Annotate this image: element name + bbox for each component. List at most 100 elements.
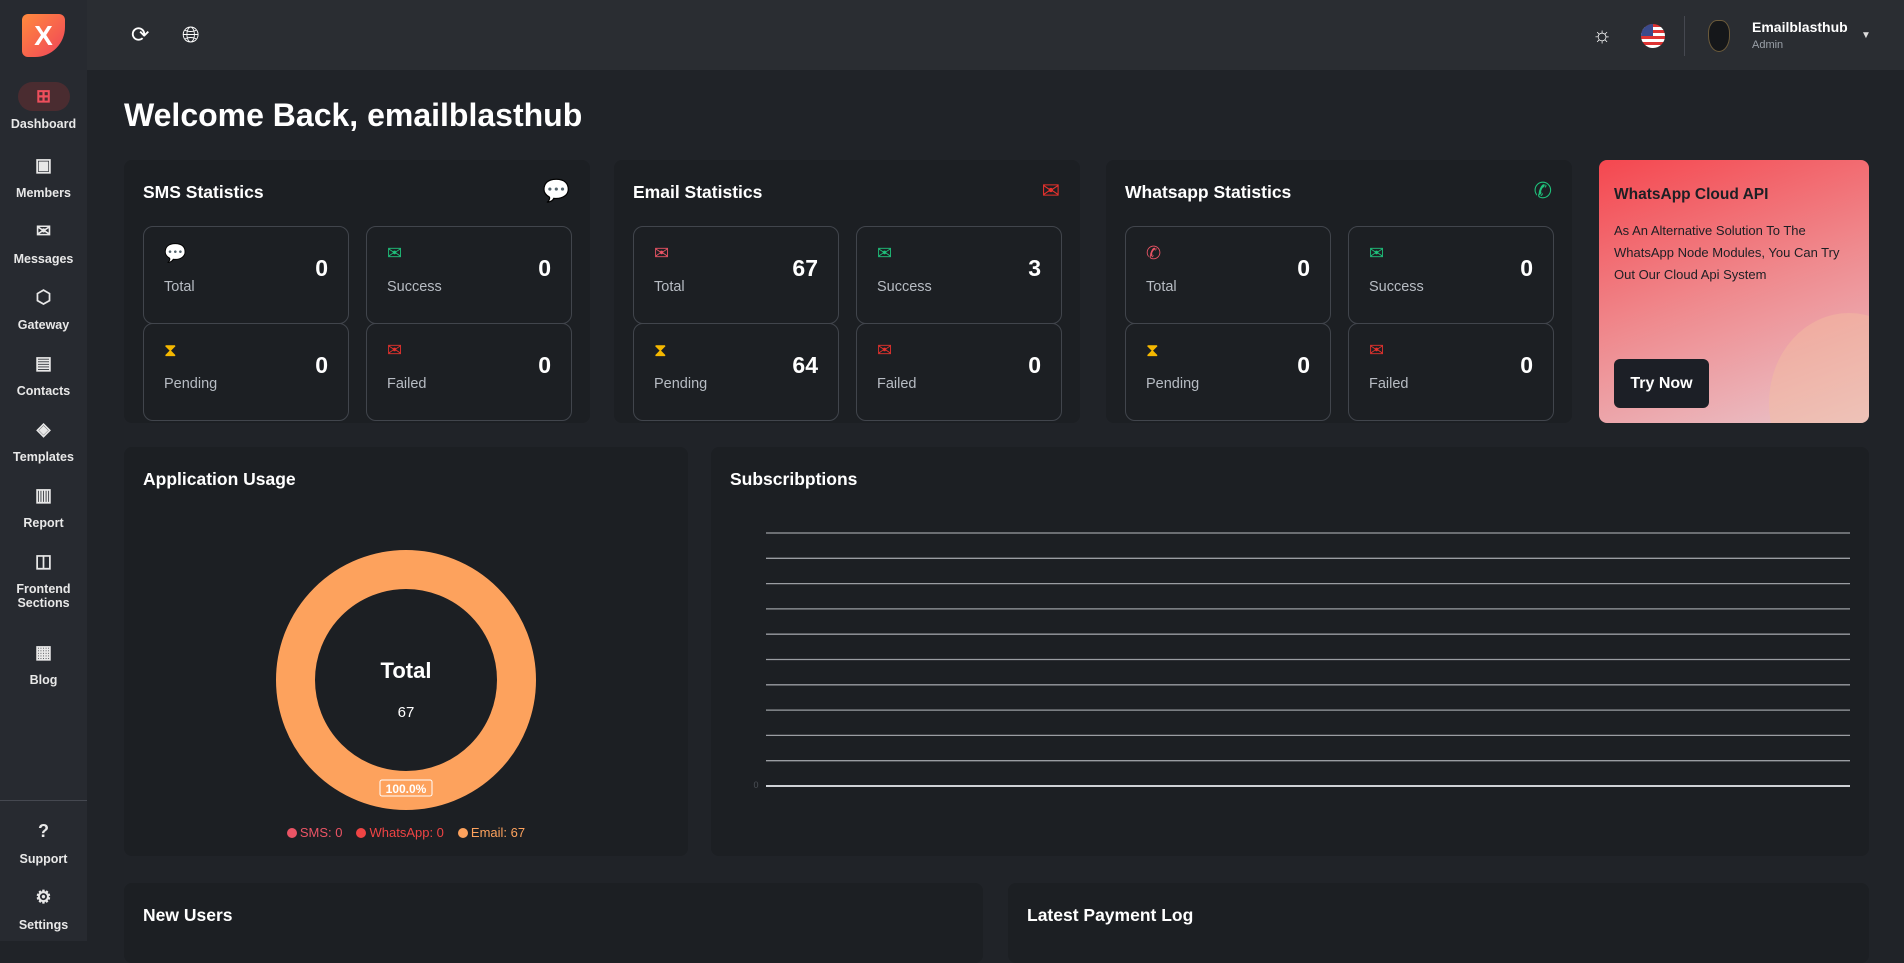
page-title: Welcome Back, emailblasthub [124, 97, 583, 133]
new-users-card: New Users [124, 883, 983, 963]
app-logo[interactable]: X [22, 14, 65, 57]
whatsapp-statistics-card: Whatsapp Statistics ✆ ✆ Total 0 ✉ Success… [1106, 160, 1572, 423]
stat-value: 64 [792, 352, 818, 378]
legend-label: Email: 67 [470, 825, 526, 840]
sidebar-item-frontend-sections[interactable]: ◫ Frontend Sections [0, 547, 87, 610]
success-icon: ✉ [387, 243, 403, 263]
stat-value: 0 [538, 352, 551, 378]
refresh-icon[interactable]: ⟳ [131, 22, 150, 47]
sidebar-item-dashboard[interactable]: ⊞ Dashboard [0, 82, 87, 131]
pending-icon: ⧗ [164, 340, 177, 360]
gateway-cube-icon: ⬡ [35, 287, 52, 307]
header-divider [1684, 16, 1685, 56]
sidebar-item-label: Messages [13, 252, 74, 266]
contacts-icon: ▤ [34, 353, 52, 373]
card-title: Whatsapp Statistics [1125, 182, 1292, 202]
user-menu-chevron-down-icon[interactable]: ▼ [1861, 30, 1871, 41]
stat-label: Failed [387, 376, 427, 392]
sidebar-item-label: Settings [18, 918, 69, 932]
legend-item-sms[interactable]: SMS: 0 [286, 825, 343, 840]
sidebar-item-label: Blog [29, 673, 58, 687]
stat-label: Success [387, 279, 442, 295]
theme-toggle-sun-icon[interactable]: ☼ [1592, 22, 1613, 47]
stat-failed: ✉ Failed 0 [856, 323, 1062, 421]
legend-dot [356, 828, 367, 838]
stat-failed: ✉ Failed 0 [366, 323, 572, 421]
sidebar-item-label: Dashboard [10, 117, 77, 131]
sidebar-item-label: Support [19, 852, 68, 866]
logo-letter: X [34, 19, 53, 51]
card-title: Application Usage [143, 469, 296, 489]
sidebar-item-label: Gateway [17, 318, 70, 332]
failed-icon: ✉ [1369, 340, 1385, 360]
legend-dot [457, 828, 468, 838]
sidebar-item-label: Members [16, 186, 71, 200]
user-role: Admin [1752, 39, 1784, 51]
usage-donut-chart: Total 67 100.0% [276, 550, 536, 810]
sidebar-item-messages[interactable]: ✉ Messages [0, 217, 87, 266]
user-name[interactable]: Emailblasthub [1752, 19, 1848, 35]
stat-value: 0 [1297, 255, 1310, 281]
sms-statistics-card: SMS Statistics 💬 💬 Total 0 ✉ Success 0 ⧗ … [124, 160, 590, 423]
promo-title: WhatsApp Cloud API [1614, 186, 1769, 203]
stat-label: Total [164, 279, 195, 295]
top-header [87, 0, 1904, 70]
y-tick-label: 0 [753, 780, 758, 790]
card-title: Email Statistics [633, 182, 763, 202]
members-icon: ▣ [34, 155, 52, 175]
pending-icon: ⧗ [654, 340, 667, 360]
blog-icon: ▦ [34, 642, 52, 662]
sidebar-item-gateway[interactable]: ⬡ Gateway [0, 283, 87, 332]
stat-value: 67 [792, 255, 818, 281]
sidebar-item-support[interactable]: ? Support [0, 817, 87, 866]
try-now-button[interactable]: Try Now [1614, 359, 1709, 408]
card-title: Latest Payment Log [1027, 905, 1194, 925]
application-usage-card: Application Usage Total 67 100.0% SMS: 0 Wh… [124, 447, 688, 856]
templates-layers-icon: ◈ [36, 419, 51, 439]
stat-pending: ⧗ Pending 64 [633, 323, 839, 421]
sidebar-item-report[interactable]: ▥ Report [0, 481, 87, 530]
stat-value: 0 [315, 352, 328, 378]
slice-percent-label: 100.0% [386, 782, 427, 796]
promo-text: As An Alternative Solution To The WhatsA… [1614, 223, 1840, 282]
avatar[interactable] [1708, 20, 1730, 52]
latest-payment-log-card: Latest Payment Log [1008, 883, 1869, 963]
sidebar-item-templates[interactable]: ◈ Templates [0, 415, 87, 464]
sidebar: X ⊞ Dashboard ▣ Members ✉ Messages ⬡ Gateway ▤ Co… [0, 0, 87, 941]
success-icon: ✉ [877, 243, 893, 263]
stat-total: ✆ Total 0 [1125, 226, 1331, 324]
stat-value: 3 [1028, 255, 1041, 281]
stat-label: Failed [877, 376, 917, 392]
stat-failed: ✉ Failed 0 [1348, 323, 1554, 421]
legend-item-whatsapp[interactable]: WhatsApp: 0 [356, 825, 444, 840]
stat-total: 💬 Total 0 [143, 226, 349, 324]
stat-success: ✉ Success 0 [1348, 226, 1554, 324]
stat-label: Failed [1369, 376, 1409, 392]
legend-item-email[interactable]: Email: 67 [457, 825, 526, 840]
card-title: SMS Statistics [143, 182, 264, 202]
card-type-icon: 💬 [542, 178, 570, 203]
stat-value: 0 [1297, 352, 1310, 378]
sidebar-item-blog[interactable]: ▦ Blog [0, 638, 87, 687]
donut-center-value: 67 [398, 704, 415, 721]
stat-success: ✉ Success 0 [366, 226, 572, 324]
globe-icon[interactable]: 🌐︎ [182, 22, 200, 47]
sidebar-item-settings[interactable]: ⚙ Settings [0, 883, 87, 932]
stat-label: Pending [164, 376, 218, 392]
total-icon: 💬 [164, 243, 187, 263]
email-statistics-card: Email Statistics ✉ ✉ Total 67 ✉ Success 3… [614, 160, 1080, 423]
legend-label: SMS: 0 [299, 825, 343, 840]
subscriptions-card: Subscribptions 0 [711, 447, 1869, 856]
stat-value: 0 [1520, 255, 1533, 281]
total-icon: ✆ [1146, 243, 1162, 263]
total-icon: ✉ [654, 243, 670, 263]
report-bar-icon: ▥ [34, 485, 52, 505]
sidebar-item-members[interactable]: ▣ Members [0, 151, 87, 200]
stat-label: Success [877, 279, 932, 295]
stat-label: Pending [654, 376, 708, 392]
card-title: Subscribptions [730, 469, 858, 489]
sidebar-item-label: Contacts [16, 384, 71, 398]
language-flag-us-icon[interactable] [1641, 24, 1665, 48]
card-type-icon: ✉ [1041, 178, 1060, 203]
sidebar-item-contacts[interactable]: ▤ Contacts [0, 349, 87, 398]
